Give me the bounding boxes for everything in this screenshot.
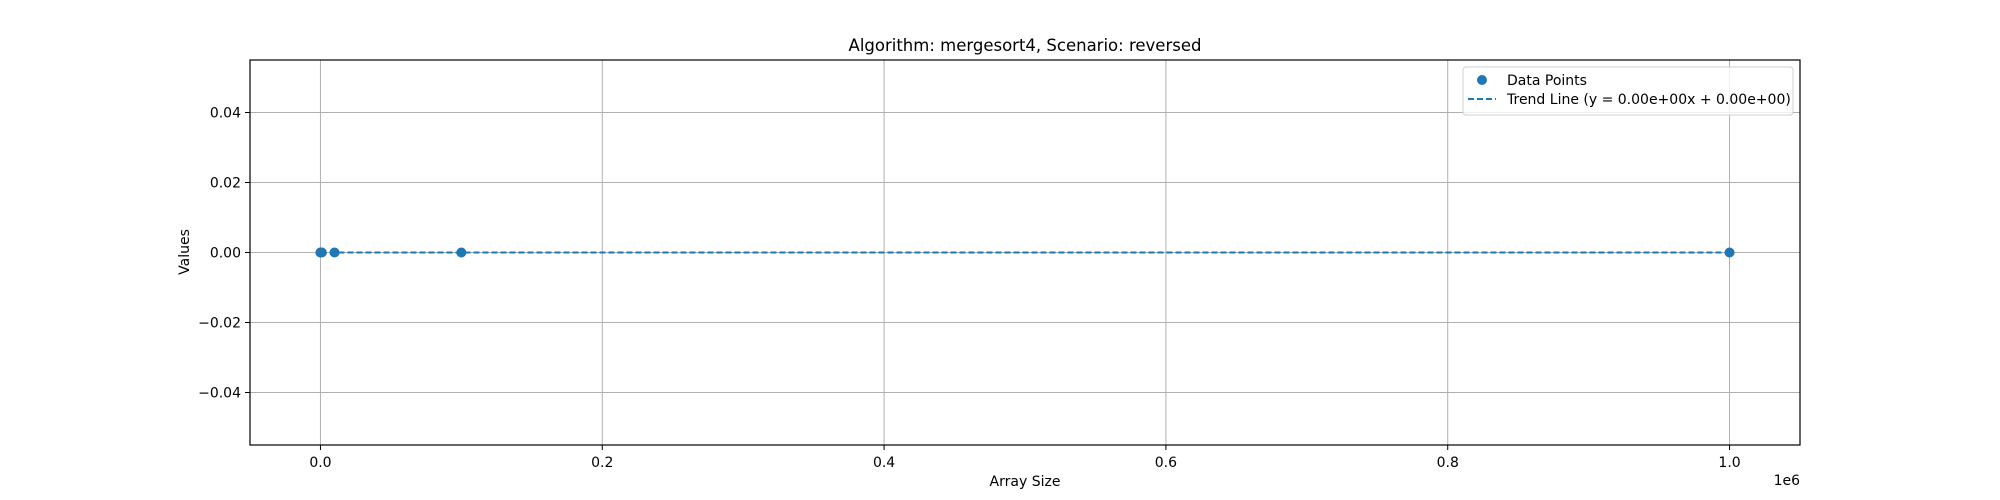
y-tick-label: −0.04 [198,386,241,402]
legend: Data Points Trend Line (y = 0.00e+00x + … [1462,66,1794,116]
y-tick-label: 0.04 [210,106,241,122]
x-tick-label: 0.4 [873,455,895,471]
data-points-layer [315,247,1735,258]
chart-title: Algorithm: mergesort4, Scenario: reverse… [849,36,1202,55]
y-tick-label: 0.00 [210,246,241,262]
y-tick-label: −0.02 [198,316,241,332]
x-tick-label: 0.8 [1437,455,1459,471]
y-tick-label: 0.02 [210,176,241,192]
legend-marker-data-points [1477,75,1487,85]
y-axis-label: Values [177,229,193,275]
data-point [456,247,467,258]
data-point [329,247,340,258]
x-axis-label: Array Size [990,474,1061,490]
x-tick-label: 1.0 [1718,455,1740,471]
x-tick-label: 0.6 [1155,455,1177,471]
x-axis-offset-label: 1e6 [1774,473,1801,489]
data-point [1724,247,1735,258]
legend-label-trend-line: Trend Line (y = 0.00e+00x + 0.00e+00) [1506,92,1791,108]
x-tick-label: 0.2 [591,455,613,471]
legend-box [1462,66,1794,116]
x-tick-label: 0.0 [309,455,331,471]
x-axis-ticks: 0.0 0.2 0.4 0.6 0.8 1.0 [309,445,1741,471]
legend-label-data-points: Data Points [1507,73,1587,89]
data-point [316,247,327,258]
y-axis-ticks: −0.04 −0.02 0.00 0.02 0.04 [198,106,250,402]
